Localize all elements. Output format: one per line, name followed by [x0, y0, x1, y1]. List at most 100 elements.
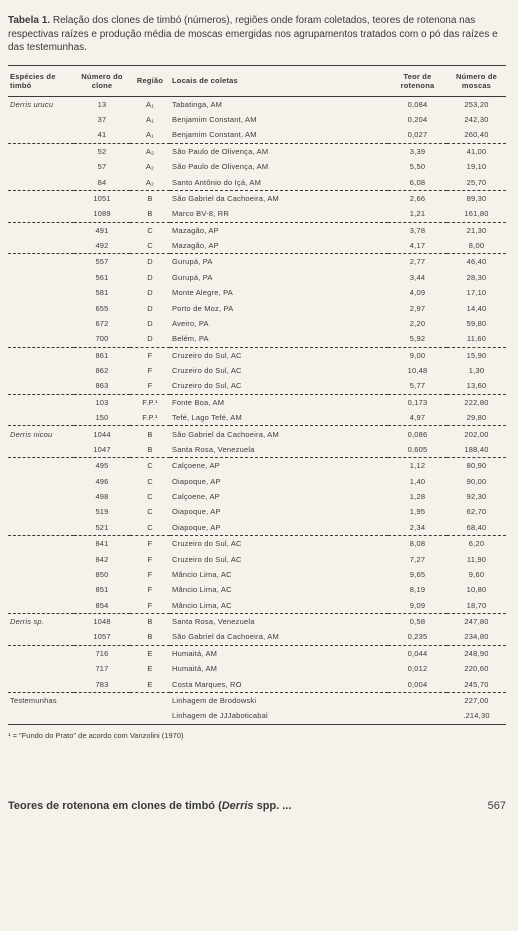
cell-teor: 9,09: [388, 598, 447, 614]
cell-clone-number: 491: [74, 222, 130, 238]
cell-region: F: [130, 598, 170, 614]
cell-clone-number: 1051: [74, 190, 130, 206]
cell-location: Linhagem de JJJaboticabal: [170, 708, 388, 724]
cell-species: [8, 598, 74, 614]
table-row: 861FCruzeiro do Sul, AC9,0015,90: [8, 347, 506, 363]
cell-location: São Gabriel da Cachoeira, AM: [170, 426, 388, 442]
cell-species: [8, 270, 74, 285]
cell-moscas: 220,60: [447, 661, 506, 676]
col-clone: Número do clone: [74, 65, 130, 96]
cell-location: Calçoene, AP: [170, 458, 388, 474]
cell-species: [8, 238, 74, 254]
cell-moscas: 15,90: [447, 347, 506, 363]
cell-species: [8, 474, 74, 489]
cell-moscas: 11,90: [447, 551, 506, 566]
cell-species: [8, 378, 74, 394]
cell-clone-number: 495: [74, 458, 130, 474]
table-row: 1051BSão Gabriel da Cachoeira, AM2,6689,…: [8, 190, 506, 206]
cell-teor: 2,97: [388, 300, 447, 315]
cell-teor: 0,086: [388, 426, 447, 442]
cell-moscas: 13,60: [447, 378, 506, 394]
cell-teor: 4,97: [388, 410, 447, 426]
cell-species: [8, 363, 74, 378]
cell-clone-number: 672: [74, 316, 130, 331]
cell-teor: 5,77: [388, 378, 447, 394]
cell-species: [8, 536, 74, 552]
table-row: 150F.P.¹Tefé, Lago Tefé, AM4,9729,80: [8, 410, 506, 426]
cell-location: Tefé, Lago Tefé, AM: [170, 410, 388, 426]
cell-species: [8, 316, 74, 331]
cell-teor: 10,48: [388, 363, 447, 378]
cell-teor: 2,77: [388, 254, 447, 270]
cell-teor: 0,605: [388, 442, 447, 458]
cell-moscas: 21,30: [447, 222, 506, 238]
cell-moscas: 29,80: [447, 410, 506, 426]
page: Tabela 1. Relação dos clones de timbó (n…: [0, 0, 518, 832]
cell-teor: [388, 708, 447, 724]
cell-location: Mazagão, AP: [170, 238, 388, 254]
table-row: TestemunhasLinhagem de Brodowski227,00: [8, 692, 506, 708]
cell-species: Derris nicou: [8, 426, 74, 442]
cell-moscas: 1,30: [447, 363, 506, 378]
col-moscas: Número de moscas: [447, 65, 506, 96]
cell-moscas: 59,80: [447, 316, 506, 331]
cell-species: Derris sp.: [8, 613, 74, 629]
cell-clone-number: 557: [74, 254, 130, 270]
table-footnote: ¹ = "Fundo do Prato" de acordo com Vanzo…: [8, 731, 506, 740]
running-title: Teores de rotenona em clones de timbó (D…: [8, 800, 291, 812]
table-row: 850FMâncio Lima, AC9,659,60: [8, 567, 506, 582]
cell-region: D: [130, 285, 170, 300]
cell-species: [8, 676, 74, 692]
cell-location: Mâncio Lima, AC: [170, 598, 388, 614]
cell-location: São Gabriel da Cachoeira, AM: [170, 629, 388, 645]
running-title-b: spp. ...: [254, 800, 292, 812]
cell-region: B: [130, 426, 170, 442]
cell-location: Humaitá, AM: [170, 661, 388, 676]
cell-species: [8, 520, 74, 536]
cell-region: E: [130, 661, 170, 676]
cell-species: [8, 127, 74, 143]
cell-location: Benjamim Constant, AM: [170, 112, 388, 127]
table-row: 717EHumaitá, AM0,012220,60: [8, 661, 506, 676]
page-footer: Teores de rotenona em clones de timbó (D…: [8, 800, 506, 812]
cell-clone-number: 862: [74, 363, 130, 378]
cell-region: F: [130, 347, 170, 363]
cell-moscas: 90,00: [447, 474, 506, 489]
cell-clone-number: 1048: [74, 613, 130, 629]
cell-clone-number: 655: [74, 300, 130, 315]
cell-region: D: [130, 270, 170, 285]
cell-clone-number: 783: [74, 676, 130, 692]
cell-region: [130, 708, 170, 724]
cell-species: [8, 504, 74, 519]
cell-region: B: [130, 206, 170, 222]
cell-region: E: [130, 645, 170, 661]
cell-location: Cruzeiro do Sul, AC: [170, 378, 388, 394]
cell-moscas: 161,80: [447, 206, 506, 222]
cell-clone-number: 41: [74, 127, 130, 143]
cell-region: F: [130, 567, 170, 582]
table-body: Derris urucu13A₁Tabatinga, AM0,084253,20…: [8, 96, 506, 724]
cell-clone-number: 150: [74, 410, 130, 426]
cell-region: F.P.¹: [130, 394, 170, 410]
cell-moscas: 6,20: [447, 536, 506, 552]
cell-teor: 0,58: [388, 613, 447, 629]
cell-species: [8, 159, 74, 174]
cell-moscas: 11,60: [447, 331, 506, 347]
cell-teor: 2,20: [388, 316, 447, 331]
cell-species: [8, 567, 74, 582]
cell-moscas: 92,30: [447, 489, 506, 504]
running-title-italic: Derris: [222, 800, 254, 812]
cell-clone-number: 1044: [74, 426, 130, 442]
cell-species: [8, 661, 74, 676]
cell-region: [130, 692, 170, 708]
table-row: 862FCruzeiro do Sul, AC10,481,30: [8, 363, 506, 378]
cell-species: [8, 629, 74, 645]
cell-location: São Paulo de Olivença, AM: [170, 159, 388, 174]
cell-species: [8, 206, 74, 222]
table-row: 700DBelém, PA5,9211,60: [8, 331, 506, 347]
cell-clone-number: 492: [74, 238, 130, 254]
table-row: Derris nicou1044BSão Gabriel da Cachoeir…: [8, 426, 506, 442]
caption-text: Relação dos clones de timbó (números), r…: [8, 15, 498, 53]
cell-teor: 1,12: [388, 458, 447, 474]
cell-moscas: 202,00: [447, 426, 506, 442]
